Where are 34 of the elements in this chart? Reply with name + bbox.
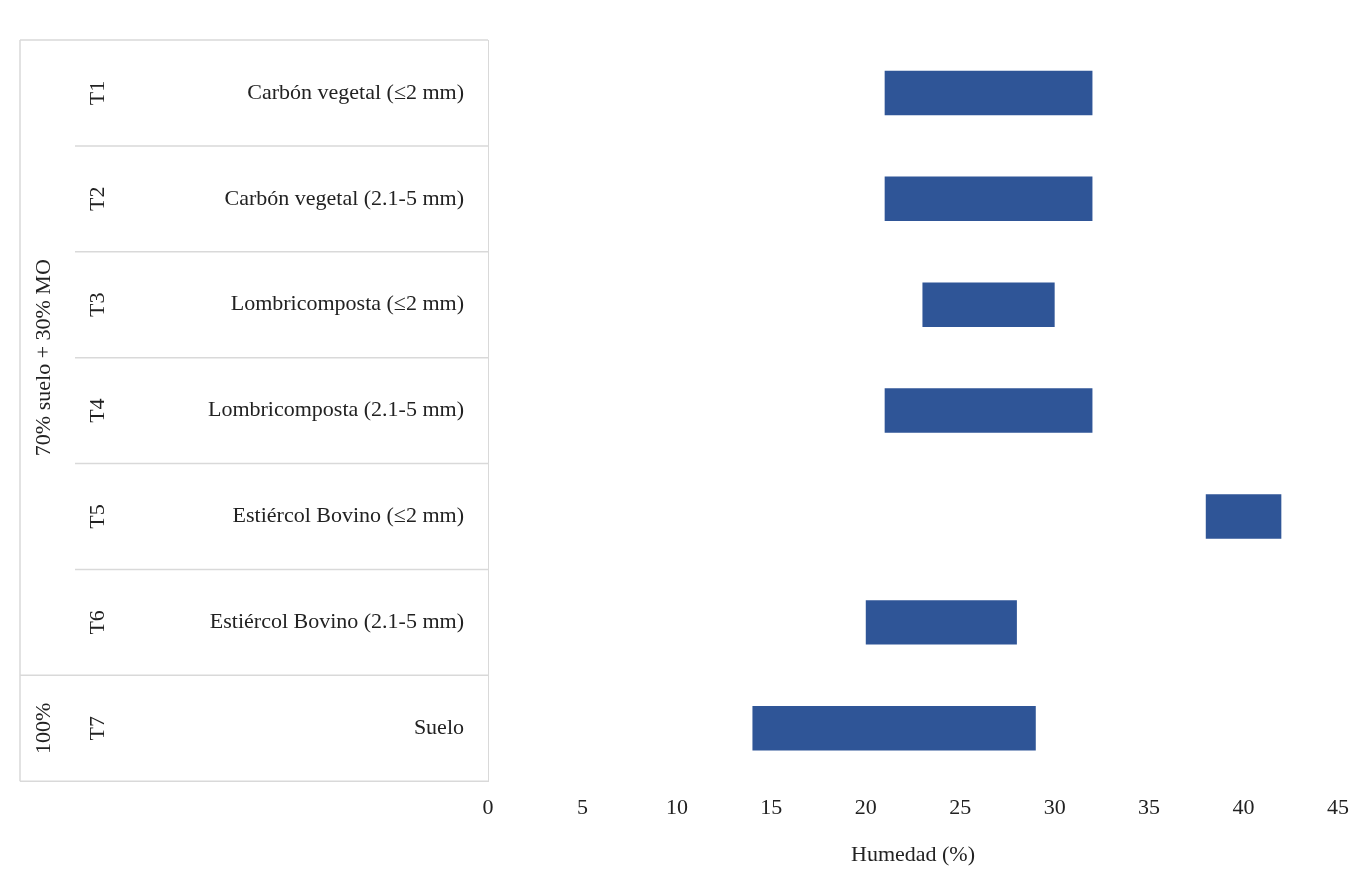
text: T5 [83,504,109,529]
y-tick-label: Estiércol Bovino (≤2 mm) [232,502,464,528]
bar [884,70,1093,116]
x-tick-label: 20 [854,794,877,820]
y-tick-label: Lombricomposta (≤2 mm) [230,290,464,316]
y-tick-label: Suelo [413,714,464,740]
text: T7 [83,716,109,741]
y-tick-label: Estiércol Bovino (2.1-5 mm) [209,608,464,634]
text: T1 [83,80,109,106]
bar [922,282,1055,327]
x-tick-label: 0 [482,794,494,820]
x-tick-label: 30 [1043,794,1066,820]
text: 100% [29,702,55,754]
text: 70% suelo + 30% MO [29,259,55,457]
bar [884,176,1093,222]
text: T6 [83,610,109,635]
bar [752,706,1036,751]
text: T4 [83,398,109,423]
y-tick-label: Carbón vegetal (≤2 mm) [247,78,464,104]
bar [884,388,1093,433]
x-tick-label: 10 [665,794,688,820]
x-tick-label: 35 [1138,794,1161,820]
x-tick-label: 15 [760,794,783,820]
x-tick-label: 40 [1232,794,1255,820]
text: T2 [83,186,109,212]
x-tick-label: 5 [576,794,588,820]
bar [865,600,1017,645]
y-tick-label: Carbón vegetal (2.1-5 mm) [224,184,464,210]
x-tick-label: 25 [949,794,972,820]
x-axis-title: Humedad (%) [850,840,976,866]
x-tick-label: 45 [1327,794,1349,820]
y-tick-label: Lombricomposta (2.1-5 mm) [207,396,464,422]
text: T3 [83,292,109,317]
bar [1205,494,1282,539]
